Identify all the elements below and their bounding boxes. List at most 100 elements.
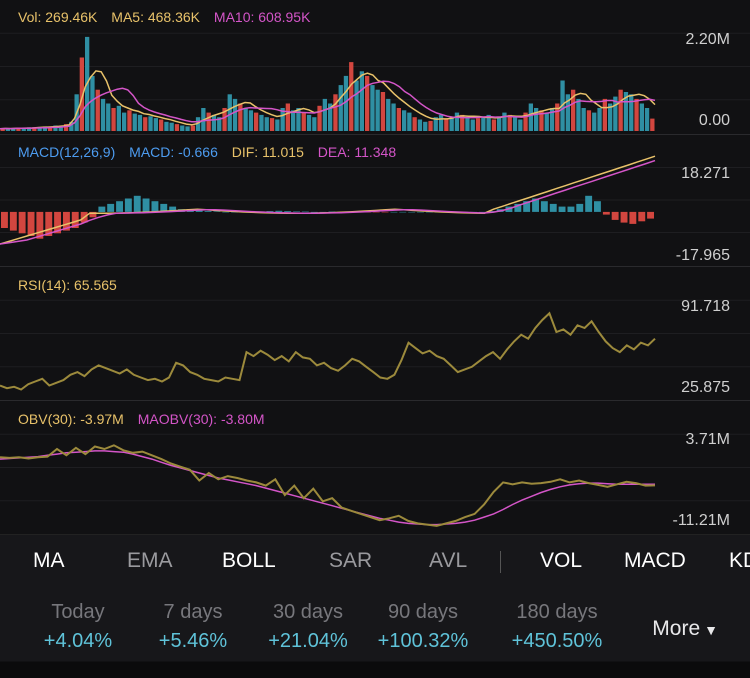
vol-bar [137, 114, 143, 131]
macd-bar [647, 211, 654, 219]
vol-bar [370, 85, 375, 131]
vol-bar [438, 114, 444, 131]
vol-panel: Vol: 269.46K MA5: 468.36K MA10: 608.95K … [0, 0, 750, 133]
macd-bar [390, 211, 398, 213]
macd-bar [523, 201, 531, 212]
vol-axis-bottom: 0.00 [698, 112, 730, 129]
vol-bar [95, 89, 100, 131]
tab-ma[interactable]: MA [33, 549, 65, 572]
vol-bar [571, 89, 576, 131]
stat-today: Today +4.04% [18, 601, 138, 653]
vol-bar [534, 108, 539, 131]
vol-legend: Vol: 269.46K MA5: 468.36K MA10: 608.95K [18, 9, 320, 25]
obv-line [0, 444, 656, 527]
macd-dif: DIF: 11.015 [231, 144, 304, 160]
macd-bar [9, 211, 17, 231]
macd-bar [611, 211, 619, 220]
stat-90-days: 90 days +100.32% [363, 601, 483, 653]
divider [0, 266, 750, 267]
vol-bar [174, 124, 180, 131]
macd-bar [594, 201, 601, 212]
vol-bar [354, 80, 359, 131]
vol-bar [613, 96, 618, 131]
macd-bar [45, 211, 53, 236]
macd-bar [266, 211, 274, 212]
macd-bar [204, 211, 212, 212]
tab-sar[interactable]: SAR [329, 549, 373, 572]
macd-bar [417, 211, 424, 213]
vol-bar [21, 128, 26, 131]
vol-bar [148, 116, 153, 131]
vol-bar [396, 108, 401, 131]
macd-bar [133, 195, 141, 212]
vol-bar [592, 112, 597, 131]
stat-period: Today [51, 601, 105, 623]
vol-bar [639, 103, 644, 131]
vol-bar [449, 117, 454, 131]
tab-boll[interactable]: BOLL [222, 549, 276, 572]
vol-bar [644, 108, 650, 131]
macd-bar [27, 211, 35, 236]
macd-bar [213, 211, 221, 212]
vol-bar [518, 119, 523, 131]
vol-bar [650, 118, 655, 131]
vol-bar [523, 112, 528, 131]
macd-axis-bottom: -17.965 [675, 247, 730, 264]
vol-bar [206, 112, 211, 131]
vol-bar [227, 94, 232, 131]
macd-chart [0, 155, 750, 245]
macd-bar [540, 201, 548, 212]
vol-bar [333, 94, 338, 131]
vol-bar [634, 98, 639, 131]
macd-bar [160, 203, 168, 212]
vol-bar [280, 108, 285, 131]
stat-value: +450.50% [511, 630, 603, 652]
vol-bar [100, 98, 106, 131]
vol-bar [217, 117, 222, 131]
vol-bar [211, 114, 217, 131]
rsi-panel: RSI(14): 65.565 91.718 25.875 [0, 267, 750, 400]
vol-bar [69, 121, 74, 131]
vol-bar [423, 121, 428, 131]
rsi-chart [0, 299, 750, 391]
tab-kd[interactable]: KD [729, 549, 750, 572]
macd-bar [425, 211, 433, 213]
more-button[interactable]: More ▼ [652, 617, 718, 641]
macd-bar [479, 211, 486, 213]
tab-avl[interactable]: AVL [429, 549, 468, 572]
vol-bar [232, 98, 238, 131]
tab-macd[interactable]: MACD [624, 549, 686, 572]
tab-ema[interactable]: EMA [127, 549, 173, 572]
macd-bar [89, 211, 97, 218]
tab-vol[interactable]: VOL [540, 549, 583, 572]
vol-bar [132, 113, 137, 131]
macd-bar [124, 198, 132, 212]
macd-bar [399, 211, 407, 213]
caret-down-icon: ▼ [704, 622, 718, 638]
vol-bar [0, 128, 5, 131]
macd-name: MACD(12,26,9) [18, 144, 116, 160]
stat-7-days: 7 days +5.46% [133, 601, 253, 653]
vol-bar [512, 117, 518, 131]
vol-bar [254, 112, 259, 131]
vol-bar [243, 108, 248, 131]
vol-bar [58, 126, 63, 131]
vol-bar [328, 103, 333, 131]
bottom-strip [0, 662, 750, 678]
macd-bar [567, 206, 575, 212]
vol-bar [454, 112, 460, 131]
vol-bar [122, 112, 127, 131]
rsi-axis-bottom: 25.875 [681, 379, 730, 396]
vol-bar [402, 110, 407, 131]
vol-bar [127, 110, 132, 131]
macd-bar [328, 211, 336, 213]
macd-bar [284, 211, 292, 212]
vol-bar [365, 75, 370, 131]
macd-bar [293, 211, 300, 212]
vol-bar [544, 112, 549, 131]
vol-ma10: MA10: 608.95K [213, 9, 311, 25]
macd-bar [310, 211, 318, 213]
vol-bar [407, 112, 412, 131]
vol-bar [380, 92, 386, 131]
vol-bar [586, 110, 592, 131]
